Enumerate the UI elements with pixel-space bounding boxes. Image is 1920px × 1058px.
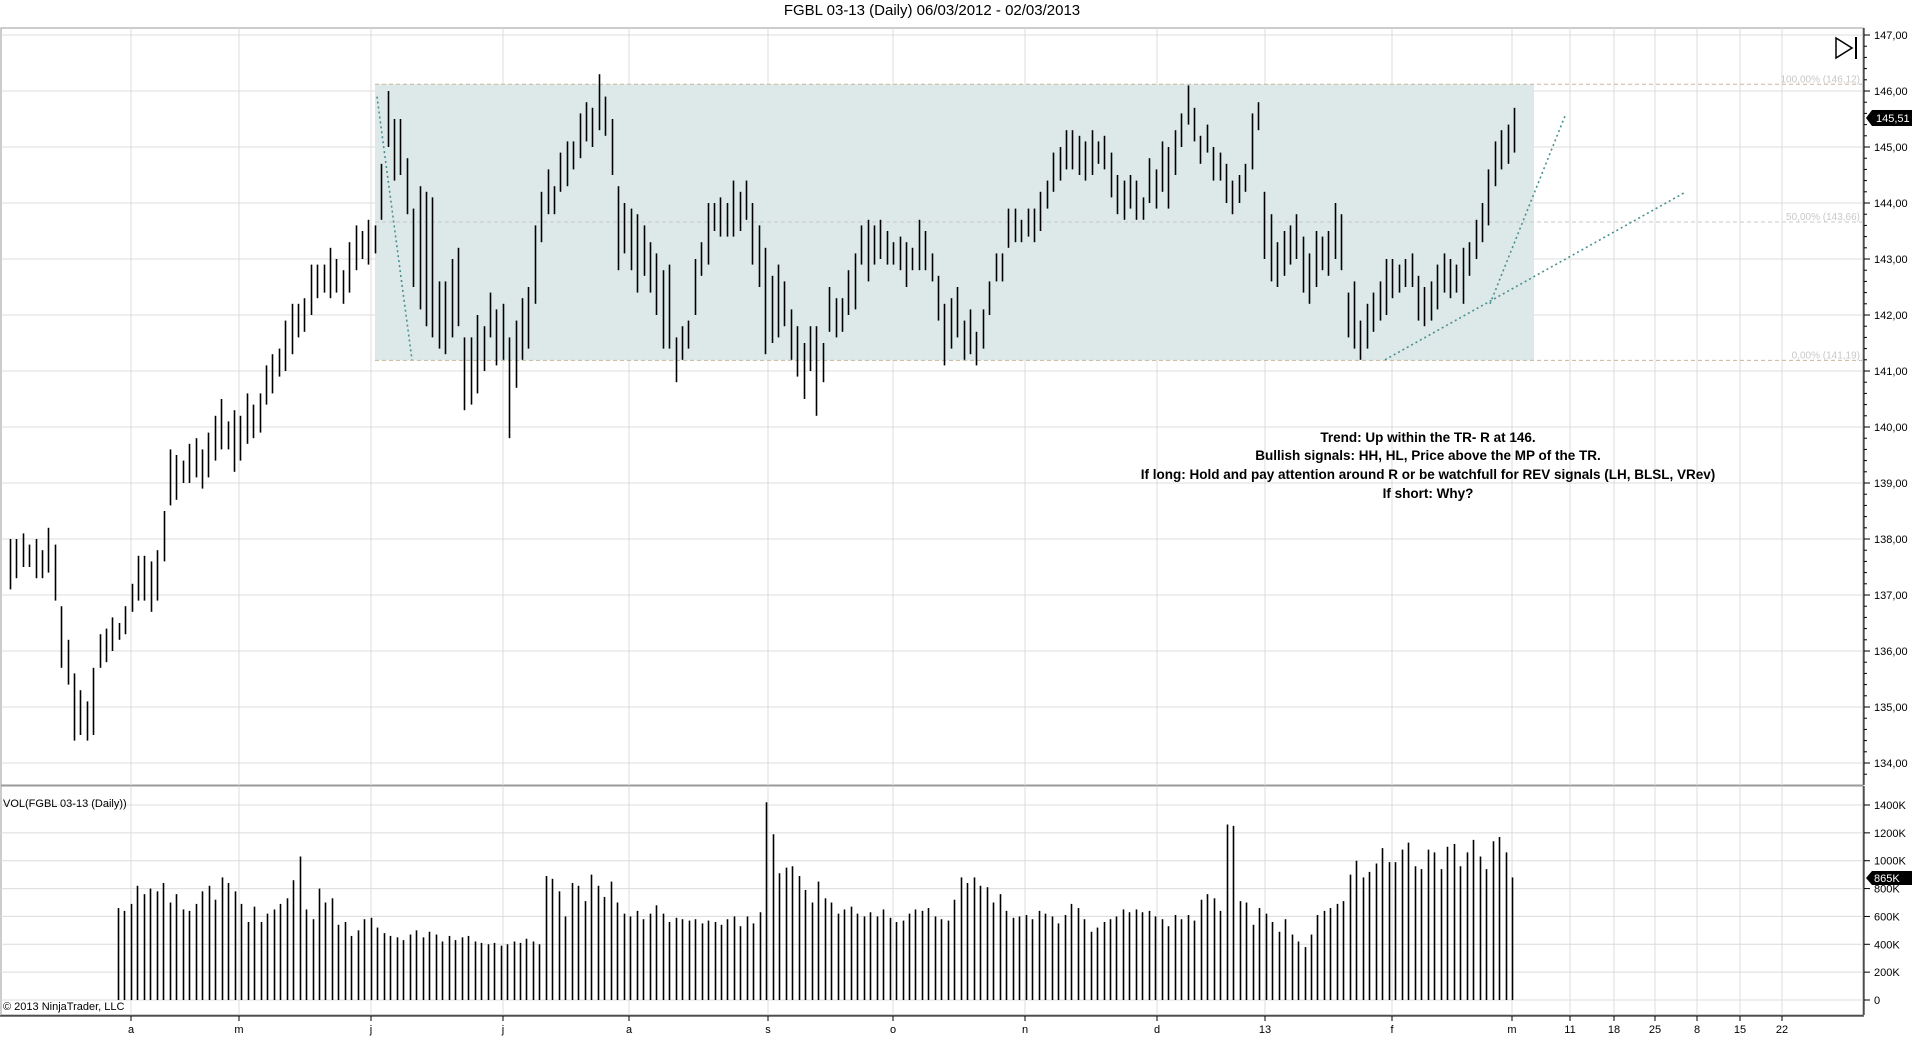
x-tick-label: 8 (1694, 1024, 1700, 1036)
current-price-marker: 145,51 (1866, 110, 1912, 126)
y-tick-label: 141,00 (1874, 366, 1908, 378)
y-tick-label: 142,00 (1874, 310, 1908, 322)
volume-panel-frame (0, 785, 1864, 1016)
y-tick-label: 144,00 (1874, 198, 1908, 210)
x-tick-label: a (626, 1024, 633, 1036)
price-axis: 147,00 146,00 145,00 144,00 143,00 142,00 141,… (1863, 28, 1908, 785)
current-price-label: 145,51 (1876, 113, 1910, 125)
x-tick-label: m (234, 1024, 243, 1036)
x-tick-label: m (1507, 1024, 1516, 1036)
fib-level-label: 100,00% (146,12) (1780, 74, 1860, 85)
annotation-line-3: If long: Hold and pay attention around R… (1141, 467, 1716, 482)
volume-tick-label: 600K (1874, 911, 1900, 923)
x-tick-label: 13 (1259, 1024, 1271, 1036)
skip-to-end-icon[interactable] (1835, 36, 1857, 60)
y-tick-label: 145,00 (1874, 142, 1908, 154)
y-tick-label: 136,00 (1874, 646, 1908, 658)
trendline (1489, 113, 1567, 305)
volume-tick-label: 0 (1874, 995, 1880, 1007)
x-tick-label: n (1022, 1024, 1028, 1036)
volume-tick-label: 1400K (1874, 800, 1906, 812)
annotation-line-1: Trend: Up within the TR- R at 146. (1320, 430, 1535, 445)
x-tick-label: j (369, 1024, 372, 1036)
fib-level-label: 50,00% (143,66) (1786, 212, 1860, 223)
price-panel-frame (0, 27, 1864, 786)
x-tick-label: a (128, 1024, 135, 1036)
volume-tick-label: 400K (1874, 939, 1900, 951)
x-tick-label: 22 (1776, 1024, 1788, 1036)
chart-title: FGBL 03-13 (Daily) 06/03/2012 - 02/03/20… (783, 2, 1081, 19)
copyright-text: © 2013 NinjaTrader, LLC (3, 1001, 124, 1013)
x-tick-label: 25 (1649, 1024, 1661, 1036)
y-tick-label: 147,00 (1874, 30, 1908, 42)
y-tick-label: 137,00 (1874, 590, 1908, 602)
x-tick-label: j (501, 1024, 504, 1036)
current-volume-marker: 865K (1866, 871, 1912, 885)
current-volume-label: 865K (1874, 873, 1900, 885)
grid (1, 28, 1863, 1015)
y-tick-label: 139,00 (1874, 478, 1908, 490)
x-tick-label: 11 (1564, 1024, 1575, 1036)
x-tick-label: d (1154, 1024, 1160, 1036)
y-tick-label: 143,00 (1874, 254, 1908, 266)
y-tick-label: 138,00 (1874, 534, 1908, 546)
trendlines (376, 96, 1687, 361)
annotation-line-4: If short: Why? (1383, 486, 1474, 501)
volume-tick-label: 1200K (1874, 828, 1906, 840)
volume-panel-label: VOL(FGBL 03-13 (Daily)) (3, 798, 127, 810)
y-tick-label: 134,00 (1874, 758, 1908, 770)
volume-tick-label: 200K (1874, 967, 1900, 979)
y-tick-label: 146,00 (1874, 86, 1908, 98)
fib-labels: 100,00% (146,12) 50,00% (143,66) 0,00% (14… (1780, 74, 1860, 361)
volume-tick-label: 1000K (1874, 856, 1906, 868)
trading-range-box (375, 83, 1862, 361)
price-bars (9, 74, 1516, 741)
volume-axis: 1400K 1200K 1000K 800K 600K 400K 200K 0 (1863, 786, 1906, 1015)
y-tick-label: 140,00 (1874, 422, 1908, 434)
x-tick-label: 18 (1608, 1024, 1620, 1036)
y-tick-label: 135,00 (1874, 702, 1908, 714)
annotation-line-2: Bullish signals: HH, HL, Price above the… (1255, 448, 1601, 463)
fib-level-label: 0,00% (141,19) (1792, 350, 1860, 361)
time-axis: a m j j a s o n d 13 f m 11 18 25 8 15 22 (128, 1016, 1788, 1036)
range-box-fill (375, 84, 1534, 361)
x-tick-label: f (1390, 1024, 1394, 1036)
volume-tick-label: 800K (1874, 884, 1900, 896)
volume-bars (117, 802, 1514, 1000)
x-tick-label: o (890, 1024, 896, 1036)
trendline (376, 96, 413, 360)
x-tick-label: s (765, 1024, 771, 1036)
x-tick-label: 15 (1734, 1024, 1746, 1036)
